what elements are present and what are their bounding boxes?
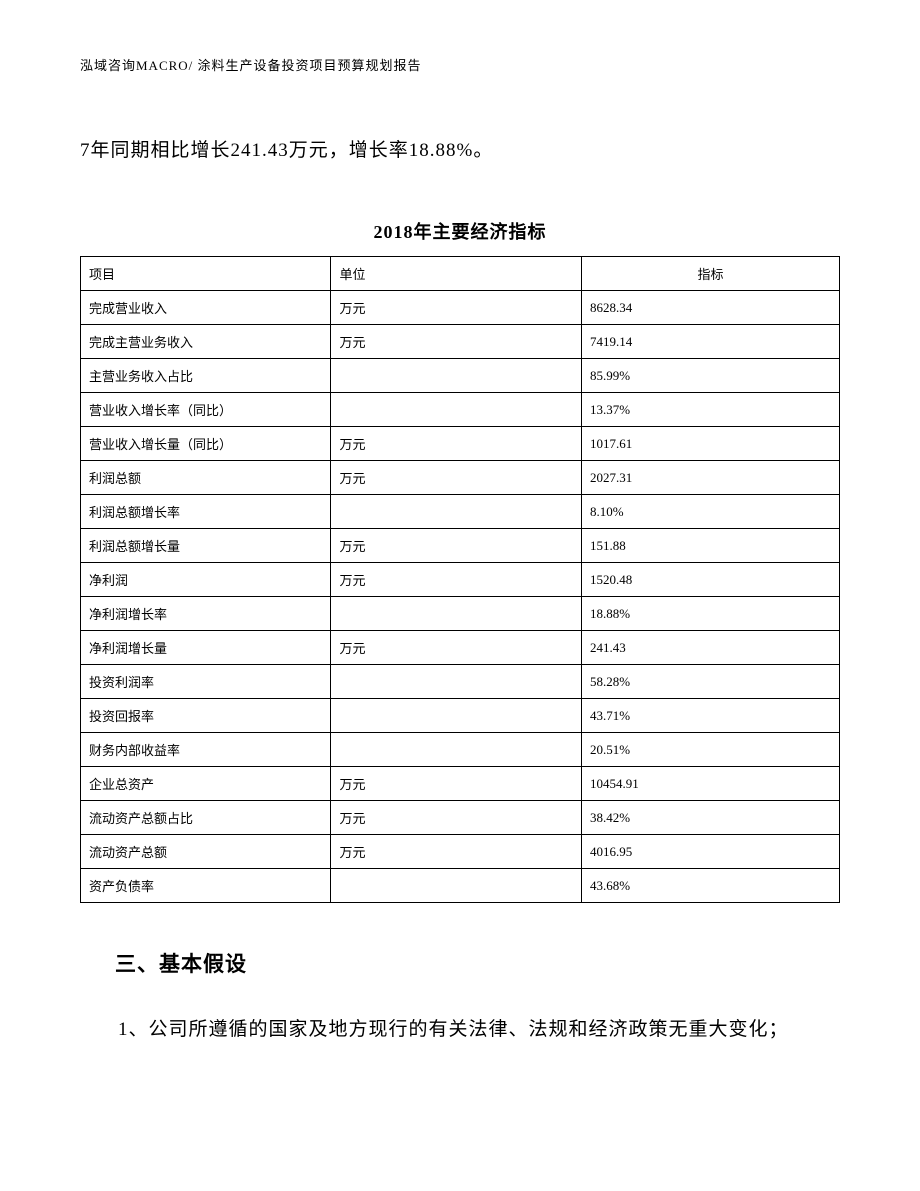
table-cell	[331, 699, 581, 733]
table-cell: 净利润	[81, 563, 331, 597]
table-row: 利润总额增长量万元151.88	[81, 529, 840, 563]
table-cell: 流动资产总额	[81, 835, 331, 869]
table-cell: 万元	[331, 801, 581, 835]
table-cell: 8.10%	[581, 495, 839, 529]
table-row: 财务内部收益率 20.51%	[81, 733, 840, 767]
table-cell: 4016.95	[581, 835, 839, 869]
table-cell	[331, 869, 581, 903]
intro-paragraph: 7年同期相比增长241.43万元，增长率18.88%。	[80, 134, 840, 168]
table-cell: 38.42%	[581, 801, 839, 835]
table-cell: 营业收入增长量（同比）	[81, 427, 331, 461]
table-cell: 1017.61	[581, 427, 839, 461]
table-cell: 资产负债率	[81, 869, 331, 903]
table-cell: 10454.91	[581, 767, 839, 801]
column-header-unit: 单位	[331, 257, 581, 291]
table-cell: 万元	[331, 767, 581, 801]
table-cell: 43.71%	[581, 699, 839, 733]
table-cell: 万元	[331, 461, 581, 495]
table-cell	[331, 359, 581, 393]
section-heading: 三、基本假设	[115, 948, 840, 978]
table-row: 企业总资产万元10454.91	[81, 767, 840, 801]
table-cell: 万元	[331, 325, 581, 359]
table-cell: 43.68%	[581, 869, 839, 903]
table-cell: 利润总额	[81, 461, 331, 495]
table-cell: 万元	[331, 529, 581, 563]
table-cell: 1520.48	[581, 563, 839, 597]
table-cell: 万元	[331, 631, 581, 665]
table-cell: 企业总资产	[81, 767, 331, 801]
table-row: 营业收入增长率（同比） 13.37%	[81, 393, 840, 427]
table-row: 净利润增长量万元241.43	[81, 631, 840, 665]
table-cell: 投资回报率	[81, 699, 331, 733]
table-row: 流动资产总额占比万元38.42%	[81, 801, 840, 835]
table-row: 净利润增长率 18.88%	[81, 597, 840, 631]
table-cell: 151.88	[581, 529, 839, 563]
table-cell: 投资利润率	[81, 665, 331, 699]
column-header-value: 指标	[581, 257, 839, 291]
column-header-item: 项目	[81, 257, 331, 291]
table-cell: 7419.14	[581, 325, 839, 359]
table-row: 营业收入增长量（同比）万元1017.61	[81, 427, 840, 461]
table-cell: 18.88%	[581, 597, 839, 631]
table-cell	[331, 597, 581, 631]
table-cell: 8628.34	[581, 291, 839, 325]
table-cell: 利润总额增长率	[81, 495, 331, 529]
table-row: 完成营业收入万元8628.34	[81, 291, 840, 325]
table-cell: 万元	[331, 427, 581, 461]
table-title: 2018年主要经济指标	[80, 218, 840, 244]
table-cell: 营业收入增长率（同比）	[81, 393, 331, 427]
table-cell: 流动资产总额占比	[81, 801, 331, 835]
table-cell: 58.28%	[581, 665, 839, 699]
table-row: 投资回报率 43.71%	[81, 699, 840, 733]
table-cell: 利润总额增长量	[81, 529, 331, 563]
table-cell: 完成主营业务收入	[81, 325, 331, 359]
page-header: 泓域咨询MACRO/ 涂料生产设备投资项目预算规划报告	[80, 55, 840, 74]
table-cell	[331, 393, 581, 427]
table-row: 资产负债率 43.68%	[81, 869, 840, 903]
table-cell	[331, 733, 581, 767]
body-paragraph: 1、公司所遵循的国家及地方现行的有关法律、法规和经济政策无重大变化；	[80, 1008, 840, 1052]
table-row: 主营业务收入占比 85.99%	[81, 359, 840, 393]
table-row: 投资利润率 58.28%	[81, 665, 840, 699]
table-cell: 万元	[331, 291, 581, 325]
table-cell: 85.99%	[581, 359, 839, 393]
table-header-row: 项目 单位 指标	[81, 257, 840, 291]
table-cell: 2027.31	[581, 461, 839, 495]
table-cell: 万元	[331, 563, 581, 597]
table-cell: 净利润增长量	[81, 631, 331, 665]
table-row: 完成主营业务收入万元7419.14	[81, 325, 840, 359]
table-cell: 241.43	[581, 631, 839, 665]
table-row: 利润总额增长率 8.10%	[81, 495, 840, 529]
table-cell: 万元	[331, 835, 581, 869]
economic-indicators-table: 项目 单位 指标 完成营业收入万元8628.34完成主营业务收入万元7419.1…	[80, 256, 840, 903]
table-cell	[331, 495, 581, 529]
table-row: 利润总额万元2027.31	[81, 461, 840, 495]
table-cell: 20.51%	[581, 733, 839, 767]
table-cell: 净利润增长率	[81, 597, 331, 631]
table-cell: 主营业务收入占比	[81, 359, 331, 393]
table-row: 流动资产总额万元4016.95	[81, 835, 840, 869]
table-cell: 13.37%	[581, 393, 839, 427]
table-cell	[331, 665, 581, 699]
table-cell: 完成营业收入	[81, 291, 331, 325]
table-row: 净利润万元1520.48	[81, 563, 840, 597]
table-cell: 财务内部收益率	[81, 733, 331, 767]
